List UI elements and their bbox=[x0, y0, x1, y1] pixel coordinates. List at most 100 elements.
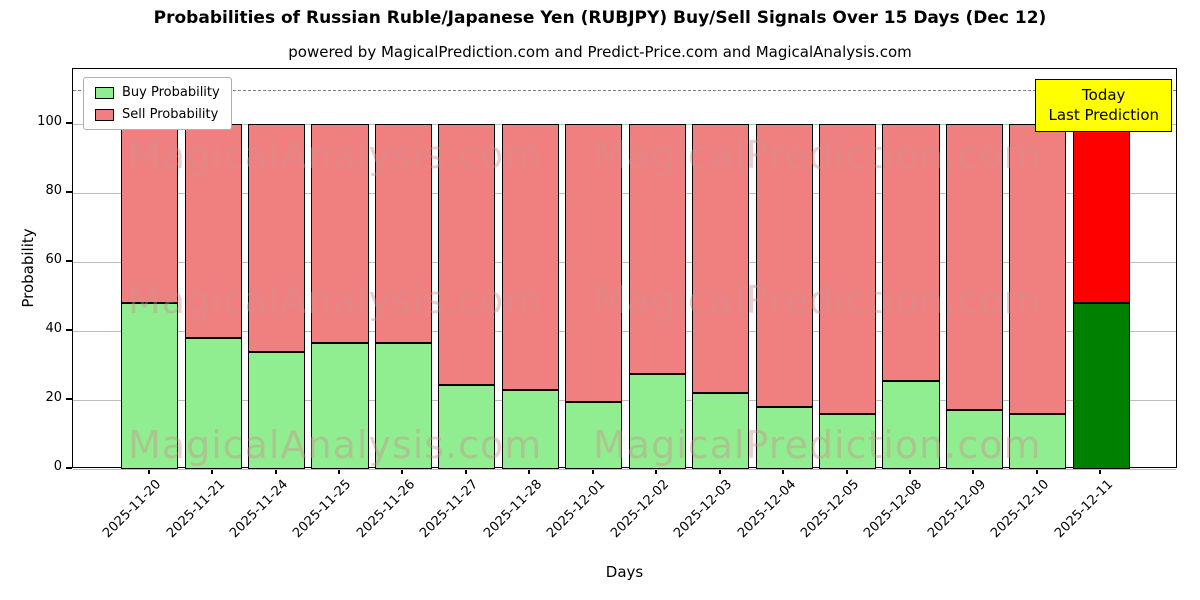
sell-bar-segment bbox=[374, 124, 433, 344]
x-tick-label-text: 2025-12-02 bbox=[607, 477, 672, 542]
y-tick-mark bbox=[66, 398, 72, 401]
y-tick-label: 100 bbox=[37, 114, 62, 130]
sell-bar-segment bbox=[1072, 124, 1130, 304]
buy-bar-segment bbox=[882, 381, 940, 469]
legend-item-buy: Buy Probability bbox=[95, 85, 220, 100]
buy-bar-segment bbox=[1009, 413, 1067, 469]
annotation-line-1: Today bbox=[1082, 86, 1126, 104]
sell-bar-segment bbox=[945, 124, 1003, 411]
y-tick-mark bbox=[66, 260, 72, 263]
buy-bar-segment bbox=[945, 410, 1003, 469]
x-tick-label-text: 2025-11-27 bbox=[417, 477, 482, 542]
chart-subtitle: powered by MagicalPrediction.com and Pre… bbox=[288, 43, 912, 61]
buy-bar-segment bbox=[818, 413, 877, 469]
gridline bbox=[73, 262, 1176, 264]
buy-bar-segment bbox=[438, 384, 496, 469]
legend-label-buy: Buy Probability bbox=[122, 85, 220, 100]
y-tick-label: 60 bbox=[45, 252, 62, 268]
sell-bar-segment bbox=[121, 124, 179, 304]
gridline bbox=[73, 193, 1176, 195]
x-tick-label-text: 2025-11-26 bbox=[354, 477, 419, 542]
x-tick-mark bbox=[782, 468, 785, 474]
sell-bar-segment bbox=[438, 124, 496, 385]
buy-bar-segment bbox=[565, 401, 623, 469]
sell-bar-segment bbox=[882, 124, 940, 382]
chart-title: Probabilities of Russian Ruble/Japanese … bbox=[153, 8, 1047, 28]
x-tick-label-text: 2025-12-01 bbox=[544, 477, 609, 542]
watermark-text: MagicalAnalysis.com bbox=[128, 423, 543, 467]
buy-bar-segment bbox=[1072, 303, 1130, 469]
x-tick-mark bbox=[274, 468, 277, 474]
x-tick-label-text: 2025-12-08 bbox=[861, 477, 926, 542]
today-annotation: Today Last Prediction bbox=[1035, 79, 1172, 132]
buy-bar-segment bbox=[121, 303, 179, 469]
x-tick-mark bbox=[718, 468, 721, 474]
x-tick-mark bbox=[528, 468, 531, 474]
x-tick-mark bbox=[1099, 468, 1102, 474]
gridline bbox=[73, 124, 1176, 126]
sell-bar-segment bbox=[311, 124, 369, 344]
sell-bar-segment bbox=[755, 124, 813, 407]
y-tick-label: 40 bbox=[45, 321, 62, 337]
buy-bar-segment bbox=[311, 343, 369, 469]
x-tick-mark bbox=[972, 468, 975, 474]
x-tick-mark bbox=[401, 468, 404, 474]
buy-probability-swatch bbox=[95, 86, 114, 99]
buy-bar-segment bbox=[755, 406, 813, 469]
x-tick-mark bbox=[211, 468, 214, 474]
x-tick-label-text: 2025-11-21 bbox=[163, 477, 228, 542]
sell-probability-swatch bbox=[95, 108, 114, 121]
x-tick-mark bbox=[464, 468, 467, 474]
x-tick-mark bbox=[147, 468, 150, 474]
x-tick-mark bbox=[845, 468, 848, 474]
sell-bar-segment bbox=[628, 124, 686, 375]
gridline bbox=[73, 331, 1176, 333]
buy-bar-segment bbox=[501, 389, 559, 469]
buy-bar-segment bbox=[184, 337, 242, 469]
dashed-upper-line bbox=[73, 89, 1176, 91]
watermark-text: MagicalAnalysis.com bbox=[128, 278, 543, 322]
sell-bar-segment bbox=[501, 124, 559, 390]
legend-label-sell: Sell Probability bbox=[122, 107, 219, 122]
y-tick-label: 80 bbox=[45, 183, 62, 199]
x-axis-label: Days bbox=[605, 563, 644, 581]
y-tick-mark bbox=[66, 122, 72, 125]
sell-bar-segment bbox=[565, 124, 623, 402]
x-tick-mark bbox=[655, 468, 658, 474]
x-tick-label-text: 2025-12-05 bbox=[798, 477, 863, 542]
buy-bar-segment bbox=[628, 374, 686, 469]
buy-bar-segment bbox=[692, 393, 750, 469]
annotation-line-2: Last Prediction bbox=[1048, 106, 1159, 125]
buy-bar-segment bbox=[374, 343, 433, 469]
x-tick-mark bbox=[338, 468, 341, 474]
gridline bbox=[73, 469, 1176, 470]
watermark-text: MagicalPrediction.com bbox=[593, 133, 1042, 177]
y-tick-label: 20 bbox=[45, 390, 62, 406]
x-tick-mark bbox=[591, 468, 594, 474]
x-tick-label-text: 2025-12-11 bbox=[1051, 477, 1116, 542]
sell-bar-segment bbox=[818, 124, 877, 414]
sell-bar-segment bbox=[248, 124, 306, 352]
gridline bbox=[73, 400, 1176, 402]
x-tick-label-text: 2025-12-03 bbox=[671, 477, 736, 542]
x-tick-label-text: 2025-12-04 bbox=[734, 477, 799, 542]
watermark-text: MagicalPrediction.com bbox=[593, 278, 1042, 322]
x-tick-label-text: 2025-11-25 bbox=[290, 477, 355, 542]
sell-bar-segment bbox=[1009, 124, 1067, 414]
x-tick-label-text: 2025-12-10 bbox=[988, 477, 1053, 542]
watermark-text: MagicalAnalysis.com bbox=[128, 133, 543, 177]
x-tick-label-text: 2025-12-09 bbox=[924, 477, 990, 542]
x-tick-label-text: 2025-11-24 bbox=[227, 477, 292, 542]
legend: Buy Probability Sell Probability bbox=[83, 77, 232, 130]
x-tick-mark bbox=[1035, 468, 1038, 474]
y-tick-label: 0 bbox=[53, 459, 62, 474]
buy-bar-segment bbox=[248, 351, 306, 469]
y-tick-mark bbox=[66, 329, 72, 332]
y-tick-mark bbox=[66, 467, 72, 469]
plot-area: Buy Probability Sell Probability Today L… bbox=[72, 68, 1177, 470]
x-tick-mark bbox=[908, 468, 911, 474]
x-tick-label-text: 2025-11-28 bbox=[480, 477, 545, 542]
y-tick-mark bbox=[66, 191, 72, 194]
x-tick-label-text: 2025-11-20 bbox=[100, 477, 165, 542]
